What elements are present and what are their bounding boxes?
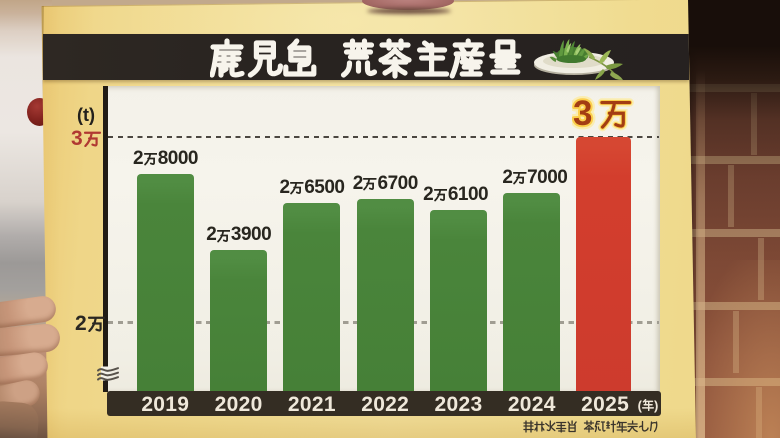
svg-text:3: 3	[573, 94, 592, 133]
svg-text:3: 3	[573, 94, 592, 133]
